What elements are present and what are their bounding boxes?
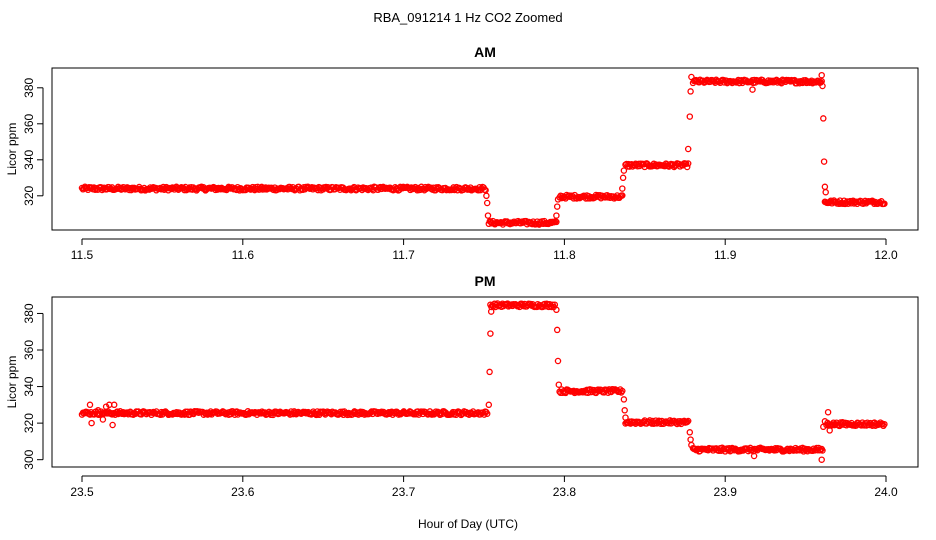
x-tick-label: 23.6 <box>231 485 255 499</box>
data-point <box>683 418 691 426</box>
data-point <box>687 436 694 443</box>
x-tick-label: 11.6 <box>232 248 255 262</box>
data-point <box>110 401 118 409</box>
panel-am: AM Licor ppm 11.5 11.6 11.7 11.8 11.9 12.0 320 34… <box>5 44 919 262</box>
data-point <box>822 188 829 196</box>
data-point <box>555 381 563 388</box>
figure-title: RBA_091214 1 Hz CO2 Zoomed <box>373 10 562 25</box>
x-tick-label: 11.9 <box>714 248 737 262</box>
data-point <box>619 185 626 192</box>
data-point <box>620 167 628 174</box>
data-point <box>483 192 490 200</box>
data-point <box>619 174 627 182</box>
y-tick-label: 340 <box>22 376 36 396</box>
y-tick-label: 320 <box>22 413 36 433</box>
y-tick-label: 320 <box>22 185 36 205</box>
data-point <box>686 113 694 120</box>
data-point <box>483 410 491 417</box>
data-point <box>554 357 562 365</box>
data-point <box>881 200 888 207</box>
data-point <box>683 163 691 171</box>
data-point <box>818 456 825 463</box>
data-point <box>684 145 692 153</box>
y-tick-label: 360 <box>22 340 36 360</box>
y-tick-label: 300 <box>22 449 36 469</box>
data-points <box>78 71 888 228</box>
y-axis-label: Licor ppm <box>5 123 19 176</box>
data-points <box>78 300 888 463</box>
x-tick-label: 11.5 <box>71 248 94 262</box>
panel-title: AM <box>474 44 496 60</box>
data-point <box>686 429 694 436</box>
data-point <box>94 407 102 414</box>
y-tick-label: 380 <box>22 303 36 323</box>
x-tick-label: 24.0 <box>874 485 898 499</box>
data-point <box>820 115 827 122</box>
plot-frame <box>51 296 919 468</box>
panel-pm: PM Licor ppm 23.5 23.6 23.7 23.8 23.9 24.0 300 32… <box>5 273 919 499</box>
data-point <box>881 420 888 428</box>
data-point <box>620 396 628 403</box>
data-point <box>486 368 493 376</box>
data-point <box>820 158 828 165</box>
data-point <box>824 408 832 416</box>
data-point <box>553 203 561 210</box>
y-axis-label: Licor ppm <box>5 356 19 409</box>
data-point <box>749 86 756 93</box>
data-point <box>86 401 94 409</box>
data-point <box>609 386 617 393</box>
data-point <box>821 183 829 191</box>
data-point <box>820 423 827 431</box>
data-point <box>553 218 560 226</box>
data-point <box>483 199 491 207</box>
x-tick-label: 23.5 <box>70 485 94 499</box>
data-point <box>826 427 833 434</box>
panel-title: PM <box>475 273 496 289</box>
data-point <box>688 441 695 449</box>
x-tick-label: 23.8 <box>553 485 577 499</box>
data-point <box>485 401 493 409</box>
data-point <box>750 452 758 460</box>
x-tick-label: 23.7 <box>392 485 416 499</box>
data-point <box>821 418 829 425</box>
x-tick-label: 23.9 <box>714 485 738 499</box>
data-point <box>487 330 494 337</box>
data-point <box>109 421 116 429</box>
data-point <box>818 71 825 79</box>
data-point <box>819 82 826 90</box>
data-point <box>619 387 626 395</box>
data-point <box>819 447 826 454</box>
data-point <box>484 212 492 219</box>
data-point <box>619 192 626 199</box>
data-point <box>684 417 692 425</box>
data-point <box>553 212 560 219</box>
data-point <box>684 160 692 167</box>
x-tick-label: 11.8 <box>553 248 576 262</box>
data-point <box>99 416 107 423</box>
plot-frame <box>51 67 919 231</box>
x-tick-label: 12.0 <box>874 248 898 262</box>
data-point <box>687 88 694 95</box>
data-point <box>88 419 95 427</box>
y-tick-label: 360 <box>22 113 36 133</box>
data-point <box>553 306 560 314</box>
data-point <box>688 73 695 81</box>
y-tick-label: 380 <box>22 77 36 97</box>
data-point <box>487 308 495 315</box>
y-tick-label: 340 <box>22 149 36 169</box>
data-point <box>621 407 628 414</box>
data-point <box>554 196 562 203</box>
data-point <box>622 414 629 421</box>
data-point <box>553 326 561 334</box>
x-tick-label: 11.7 <box>392 248 415 262</box>
data-point <box>181 186 188 194</box>
figure-x-label: Hour of Day (UTC) <box>418 517 518 531</box>
